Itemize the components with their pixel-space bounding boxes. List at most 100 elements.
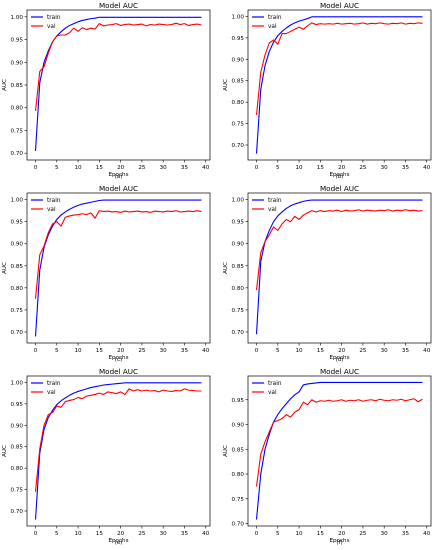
y-tick-label-a: 0.75 <box>11 128 24 134</box>
panel-caption-a: (a) <box>115 174 123 180</box>
x-tick-label-d: 35 <box>402 348 410 354</box>
legend-label-train-f: train <box>268 381 282 387</box>
y-tick-label-c: 0.85 <box>11 264 24 270</box>
y-tick-label-f: 0.90 <box>232 423 245 429</box>
y-tick-label-f: 0.80 <box>232 472 245 478</box>
chart-svg-d: Model AUC 0 5 10 15 20 25 30 35 40 0.70 0.75 0.80 0.8… <box>223 184 432 363</box>
x-tick-label-a: 40 <box>202 165 210 171</box>
y-tick-label-c: 0.80 <box>11 286 24 292</box>
x-tick-label-d: 5 <box>276 348 280 354</box>
series-line-val-a <box>34 22 202 111</box>
y-axis-label-c: AUC <box>2 262 8 274</box>
plot-frame-b <box>247 9 432 161</box>
y-tick-label-c: 1.00 <box>11 198 24 204</box>
y-tick-label-e: 0.95 <box>11 402 24 408</box>
y-tick-label-a: 0.70 <box>11 151 24 157</box>
x-tick-label-c: 0 <box>34 348 38 354</box>
y-axis-label-e: AUC <box>2 445 8 457</box>
x-tick-label-e: 10 <box>75 531 83 537</box>
panel-caption-b: (b) <box>336 174 344 180</box>
panel-caption-f: (f) <box>336 540 342 546</box>
series-line-train-b <box>255 16 423 154</box>
chart-panel-b: Model AUC 0 5 10 15 20 25 30 35 40 0.70 0.75 0.80 0.8… <box>221 0 441 183</box>
x-tick-label-b: 0 <box>255 165 259 171</box>
x-tick-label-c: 40 <box>202 348 210 354</box>
y-tick-label-b: 0.75 <box>232 122 245 128</box>
x-tick-label-d: 20 <box>338 348 346 354</box>
y-tick-label-c: 0.70 <box>11 330 24 336</box>
chart-svg-f: Model AUC 0 5 10 15 20 25 30 35 40 0.70 0.75 0.80 0.8… <box>223 367 432 546</box>
x-tick-label-b: 15 <box>317 165 325 171</box>
y-tick-label-d: 0.70 <box>232 330 245 336</box>
x-tick-label-b: 40 <box>423 165 431 171</box>
y-tick-label-a: 0.80 <box>11 106 24 112</box>
x-tick-label-a: 25 <box>138 165 146 171</box>
series-line-val-b <box>255 22 423 116</box>
series-line-val-c <box>34 210 202 299</box>
legend-label-val-f: val <box>268 390 277 396</box>
y-axis-label-b: AUC <box>223 79 229 91</box>
chart-svg-c: Model AUC 0 5 10 15 20 25 30 35 40 0.70 0.75 0.80 0.8… <box>2 184 211 363</box>
x-tick-label-a: 15 <box>96 165 104 171</box>
x-tick-label-c: 20 <box>117 348 125 354</box>
x-tick-label-f: 40 <box>423 531 431 537</box>
panel-caption-d: (d) <box>336 357 344 363</box>
x-tick-label-c: 10 <box>75 348 83 354</box>
x-tick-label-b: 5 <box>276 165 280 171</box>
series-line-train-c <box>34 199 202 337</box>
y-tick-label-c: 0.75 <box>11 308 24 314</box>
chart-svg-b: Model AUC 0 5 10 15 20 25 30 35 40 0.70 0.75 0.80 0.8… <box>223 1 432 180</box>
plot-frame-c <box>26 192 211 344</box>
x-tick-label-b: 20 <box>338 165 346 171</box>
y-tick-label-b: 0.80 <box>232 100 245 106</box>
x-tick-label-c: 30 <box>160 348 168 354</box>
chart-panel-d: Model AUC 0 5 10 15 20 25 30 35 40 0.70 0.75 0.80 0.8… <box>221 183 441 366</box>
legend-label-train-a: train <box>47 15 61 21</box>
y-tick-label-a: 0.95 <box>11 38 24 44</box>
plot-frame-a <box>26 9 211 161</box>
x-tick-label-d: 30 <box>381 348 389 354</box>
x-tick-label-b: 35 <box>402 165 410 171</box>
y-tick-label-e: 0.70 <box>11 509 24 515</box>
series-line-train-a <box>34 16 202 151</box>
legend-label-val-b: val <box>268 24 277 30</box>
y-axis-label-f: AUC <box>223 445 229 457</box>
legend-label-train-c: train <box>47 198 61 204</box>
y-tick-label-c: 0.95 <box>11 220 24 226</box>
x-tick-label-e: 0 <box>34 531 38 537</box>
x-tick-label-e: 30 <box>160 531 168 537</box>
chart-panel-e: Model AUC 0 5 10 15 20 25 30 35 40 0.70 0.75 0.80 0.8… <box>0 366 220 549</box>
x-tick-label-d: 40 <box>423 348 431 354</box>
legend-label-val-c: val <box>47 207 56 213</box>
x-tick-label-f: 25 <box>359 531 367 537</box>
legend-label-val-a: val <box>47 24 56 30</box>
y-tick-label-a: 1.00 <box>11 15 24 21</box>
y-axis-label-d: AUC <box>223 262 229 274</box>
y-tick-label-e: 1.00 <box>11 380 24 386</box>
y-tick-label-f: 0.85 <box>232 447 245 453</box>
x-tick-label-a: 35 <box>181 165 189 171</box>
x-tick-label-a: 20 <box>117 165 125 171</box>
y-axis-label-a: AUC <box>2 79 8 91</box>
chart-title-c: Model AUC <box>99 184 138 193</box>
y-tick-label-b: 0.85 <box>232 79 245 85</box>
series-line-train-d <box>255 199 423 335</box>
x-tick-label-a: 0 <box>34 165 38 171</box>
y-tick-label-f: 0.70 <box>232 522 245 528</box>
chart-panel-c: Model AUC 0 5 10 15 20 25 30 35 40 0.70 0.75 0.80 0.8… <box>0 183 220 366</box>
x-axis-label-f: Epochs <box>329 538 349 544</box>
legend-label-val-e: val <box>47 390 56 396</box>
y-tick-label-e: 0.90 <box>11 423 24 429</box>
x-axis-label-a: Epochs <box>108 172 128 178</box>
x-axis-label-c: Epochs <box>108 355 128 361</box>
x-tick-label-e: 25 <box>138 531 146 537</box>
y-tick-label-c: 0.90 <box>11 242 24 248</box>
chart-panel-f: Model AUC 0 5 10 15 20 25 30 35 40 0.70 0.75 0.80 0.8… <box>221 366 441 549</box>
x-tick-label-e: 5 <box>55 531 59 537</box>
series-line-val-d <box>255 209 423 291</box>
x-tick-label-c: 5 <box>55 348 59 354</box>
y-tick-label-d: 1.00 <box>232 198 245 204</box>
x-tick-label-c: 15 <box>96 348 104 354</box>
x-tick-label-d: 10 <box>296 348 304 354</box>
